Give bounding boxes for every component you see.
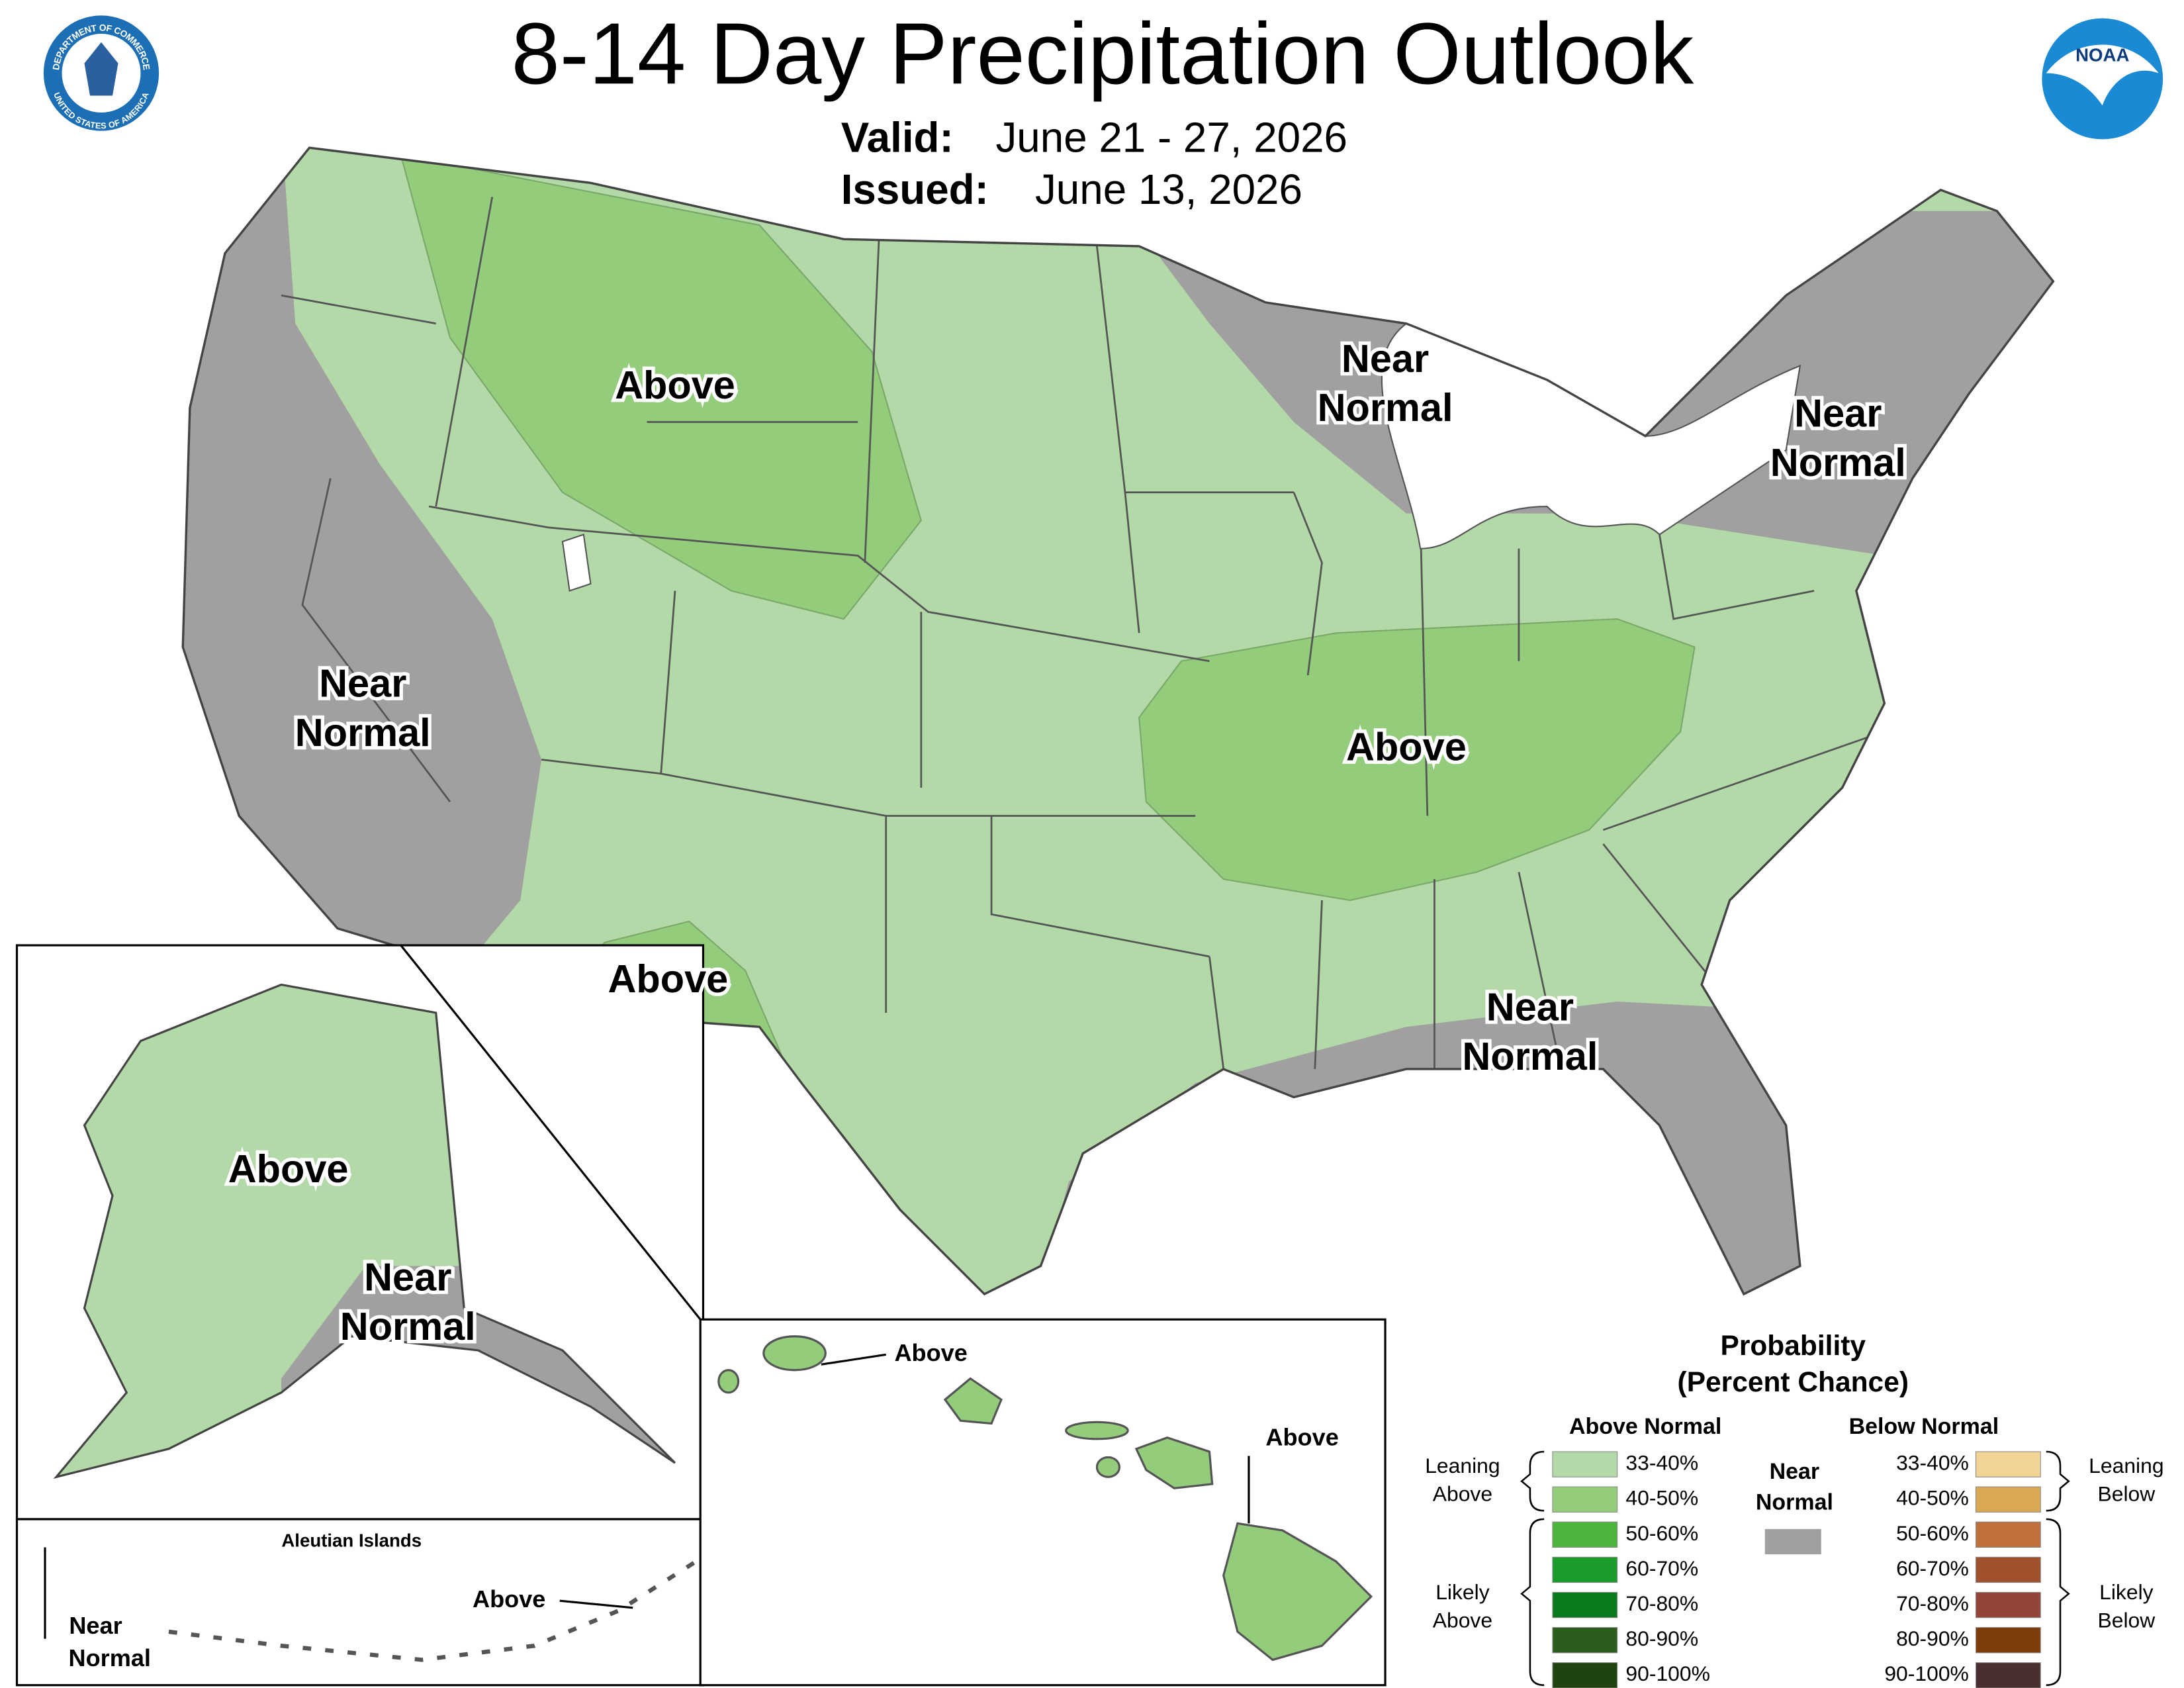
map-label: Near [319,661,406,706]
noaa-text: NOAA [2075,44,2129,65]
niihau [717,1369,740,1394]
commerce-logo: DEPARTMENT OF COMMERCE UNITED STATES OF … [43,15,159,131]
valid-label: Valid: [841,113,954,161]
above-range: 80-90% [1625,1626,1698,1650]
aleutian-near: Normal [69,1644,151,1671]
oahu [943,1377,1003,1425]
map-label: Above [608,957,728,1001]
near-label: Normal [1756,1490,1833,1515]
commerce-emblem [84,42,118,96]
big-island [1222,1522,1373,1662]
above-swatch [1552,1451,1618,1477]
title: 8-14 Day Precipitation Outlook [512,5,1695,102]
aleutian-above-pointer [559,1599,633,1609]
below-range: 70-80% [1896,1591,1969,1615]
maui [1134,1436,1214,1489]
above-range: 70-80% [1625,1591,1698,1615]
lanai [1095,1456,1121,1478]
hawaii-islands [717,1335,1373,1662]
legend-title: Probability [1720,1331,1866,1362]
legend-title: (Percent Chance) [1678,1367,1909,1398]
bracket-label: Below [2097,1609,2156,1632]
above-northwest [400,154,922,620]
inset-connector [400,944,702,1321]
bracket-label: Above [1433,1609,1492,1632]
above-range: 50-60% [1625,1521,1698,1545]
noaa-logo: NOAA [2042,18,2163,140]
aleutian-above: Above [473,1585,545,1613]
aleutian-inset [15,1518,705,1687]
below-range: 50-60% [1896,1521,1969,1545]
bracket-label: Likely [2099,1580,2154,1604]
kauai-pointer [821,1353,886,1366]
bracket-label: Leaning [1425,1454,1500,1477]
map-label: Normal [340,1304,476,1348]
below-swatch [1975,1627,2041,1654]
map-label: Near [1486,984,1574,1029]
aleutian-near: Near [69,1612,122,1639]
issued-date: June 13, 2026 [1035,165,1302,213]
great-salt-lake [561,534,592,592]
above-swatch [1552,1521,1618,1548]
below-swatch [1975,1521,2041,1548]
map-label: Above [1346,724,1467,769]
below-swatch [1975,1556,2041,1583]
map-label: Normal [295,710,431,755]
state-borders [281,197,1885,1070]
map-label: Near [1794,391,1882,436]
legend-brackets [1520,1450,2070,1686]
bracket-label: Likely [1435,1580,1490,1604]
issued-label: Issued: [841,165,989,213]
above-central [1138,618,1696,902]
below-header: Below Normal [1849,1414,1999,1439]
above-swatch [1552,1486,1618,1513]
above-range: 40-50% [1625,1486,1698,1510]
above-range: 33-40% [1625,1451,1698,1475]
aleutian-islands [168,1560,698,1662]
below-range: 80-90% [1896,1626,1969,1650]
noaa-gull [2046,44,2159,106]
map-label: Near [1342,336,1429,381]
below-swatch [1975,1486,2041,1513]
below-swatch [1975,1451,2041,1477]
hawaii-label: Above [1265,1423,1338,1450]
aleutian-title: Aleutian Islands [281,1530,422,1550]
map-label: Normal [1770,440,1906,485]
above-header: Above Normal [1569,1414,1721,1439]
above-range: 60-70% [1625,1556,1698,1580]
alaska-outline [53,983,676,1479]
below-range: 40-50% [1896,1486,1969,1510]
legend: Probability (Percent Chance) Above Norma… [1425,1331,2164,1688]
below-swatch [1975,1662,2041,1688]
below-range: 33-40% [1896,1451,1969,1475]
map-label: Normal [1462,1034,1598,1078]
near-swatch [1764,1528,1821,1555]
map-label: Normal [1318,385,1453,430]
hawaii-label: Above [894,1339,967,1366]
above-swatch [1552,1662,1618,1688]
bracket-label: Below [2097,1481,2156,1505]
near-label: Near [1770,1459,1820,1484]
above-swatch [1552,1627,1618,1654]
valid-dates: June 21 - 27, 2026 [995,113,1347,161]
below-swatch [1975,1591,2041,1618]
bracket-label: Above [1433,1481,1492,1505]
map-label: Above [228,1147,349,1191]
kauai [762,1335,827,1372]
near-normal-west [183,148,542,985]
above-swatch [1552,1556,1618,1583]
map-label: Above [615,363,735,407]
below-range: 90-100% [1884,1662,1969,1685]
molokai [1065,1421,1129,1440]
bracket-label: Leaning [2089,1454,2163,1477]
above-range: 90-100% [1625,1662,1710,1685]
below-range: 60-70% [1896,1556,1969,1580]
above-swatch [1552,1591,1618,1618]
map-label: Near [364,1254,451,1299]
